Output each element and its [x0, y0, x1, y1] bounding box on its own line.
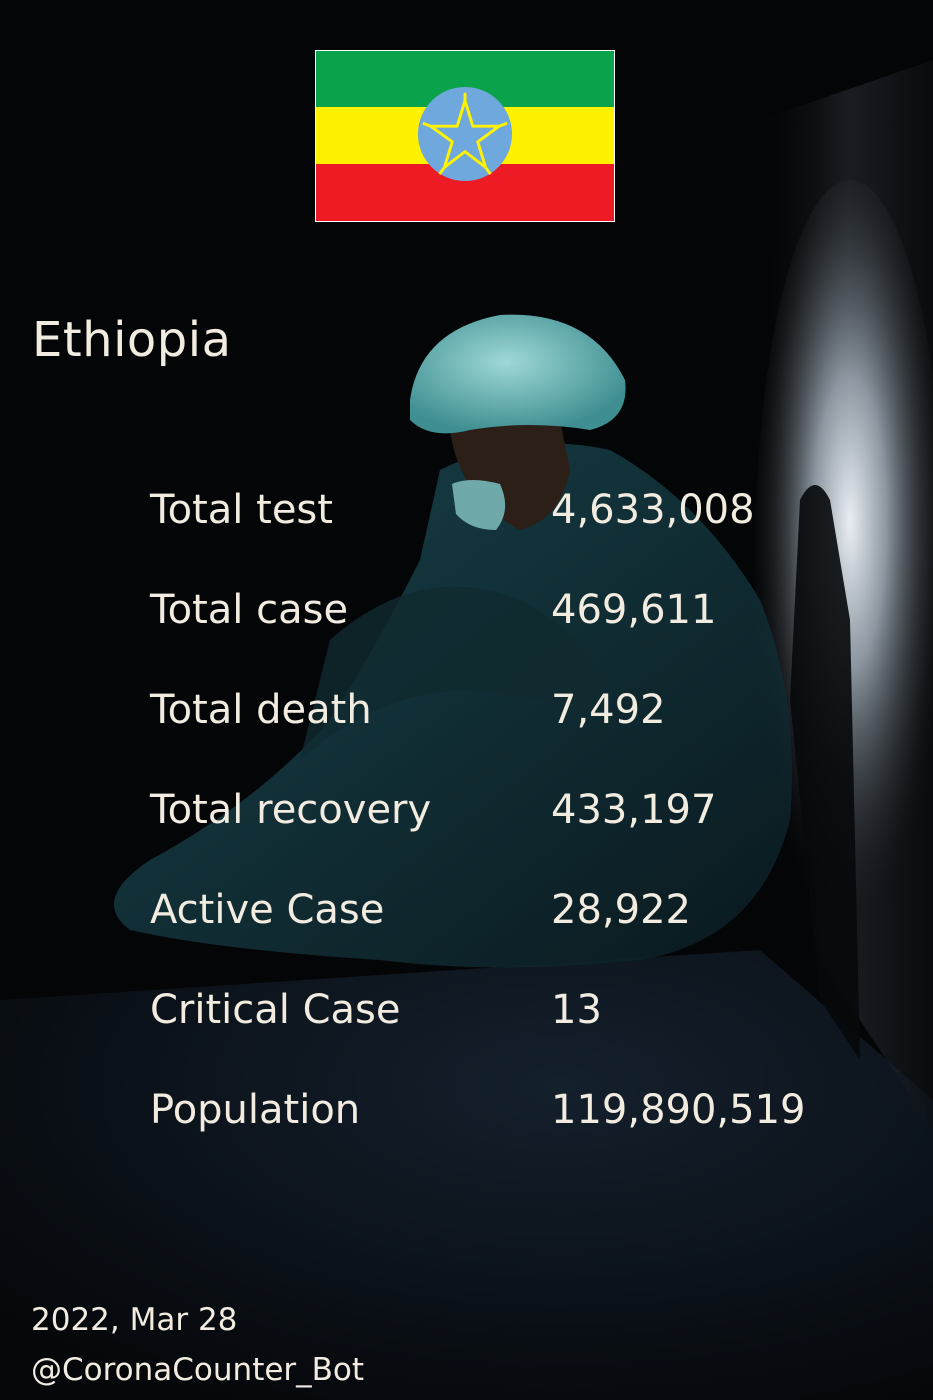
stat-value: 433,197 [551, 787, 717, 833]
stat-row-total-test: Total test 4,633,008 [150, 480, 850, 540]
stat-row-active-case: Active Case 28,922 [150, 880, 850, 940]
stat-row-critical-case: Critical Case 13 [150, 980, 850, 1040]
stat-value: 13 [551, 987, 602, 1033]
stat-value: 119,890,519 [551, 1087, 806, 1133]
stat-label: Total case [150, 587, 349, 633]
country-name: Ethiopia [32, 312, 232, 368]
stat-label: Total death [150, 687, 372, 733]
stat-value: 4,633,008 [551, 487, 755, 533]
stat-value: 28,922 [551, 887, 691, 933]
stat-value: 469,611 [551, 587, 717, 633]
stat-label: Critical Case [150, 987, 401, 1033]
stat-value: 7,492 [551, 687, 666, 733]
stat-row-population: Population 119,890,519 [150, 1080, 850, 1140]
ethiopia-flag [315, 50, 615, 222]
stat-row-total-death: Total death 7,492 [150, 680, 850, 740]
bot-handle: @CoronaCounter_Bot [31, 1352, 365, 1388]
stat-label: Active Case [150, 887, 385, 933]
report-date: 2022, Mar 28 [31, 1302, 238, 1338]
stat-label: Population [150, 1087, 361, 1133]
stat-row-total-recovery: Total recovery 433,197 [150, 780, 850, 840]
stat-label: Total test [150, 487, 333, 533]
stat-row-total-case: Total case 469,611 [150, 580, 850, 640]
stat-label: Total recovery [150, 787, 432, 833]
flag-star-emblem-icon [417, 86, 513, 182]
